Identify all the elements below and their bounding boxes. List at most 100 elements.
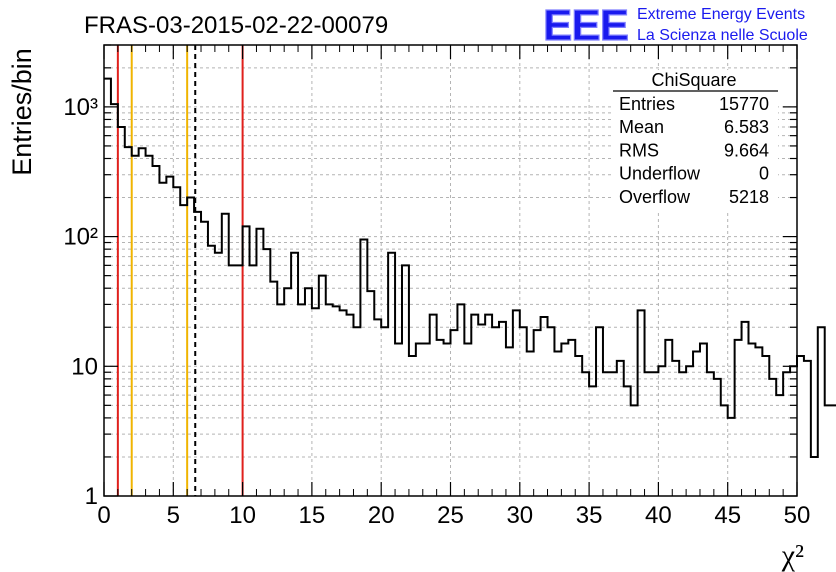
stats-box: ChiSquare Entries 15770 Mean 6.583 RMS 9.664 U… (613, 70, 778, 212)
histogram-bin (554, 352, 561, 496)
x-tick-label: 5 (167, 502, 180, 529)
histogram-bin (589, 386, 596, 496)
histogram-bin (381, 327, 388, 496)
chart-title: FRAS-03-2015-02-22-00079 (84, 12, 388, 39)
histogram-bin (645, 372, 652, 496)
histogram-bin (360, 239, 367, 496)
histogram-bin (284, 288, 291, 496)
x-axis-label: χ² (781, 539, 804, 572)
histogram-bin (395, 343, 402, 496)
histogram-bin (312, 308, 319, 496)
y-axis-label: Entries/bin (7, 48, 37, 176)
histogram-bin (464, 343, 471, 496)
logo-line-2: La Scienza nelle Scuole (637, 27, 808, 44)
histogram-bin (735, 340, 742, 496)
histogram-bin (402, 265, 409, 496)
histogram-bin (423, 343, 430, 496)
histogram-bin (125, 147, 132, 496)
stats-row-label: Underflow (619, 164, 701, 184)
histogram-bin (208, 246, 215, 496)
histogram-bin (651, 372, 658, 496)
histogram-bin (187, 198, 194, 496)
histogram-bin (769, 379, 776, 496)
histogram-bin (263, 249, 270, 496)
histogram-bin (153, 166, 160, 496)
histogram-bin (762, 356, 769, 496)
histogram-bin (194, 212, 201, 496)
logo-line-1: Extreme Energy Events (637, 6, 805, 23)
stats-row-label: Overflow (619, 187, 691, 207)
histogram-bin (222, 214, 229, 496)
histogram-bin (118, 127, 125, 496)
histogram-bin (256, 229, 263, 496)
histogram-bin (471, 315, 478, 496)
histogram-bin (714, 379, 721, 496)
histogram-bin (451, 330, 458, 496)
x-tick-label: 50 (784, 502, 811, 529)
stats-row-value: 9.664 (724, 140, 769, 160)
y-tick-labels: 1 10 10² 10³ (63, 94, 98, 510)
stats-row-value: 15770 (719, 94, 769, 114)
histogram-bin (506, 347, 513, 496)
histogram-bin (104, 79, 111, 496)
histogram-bin (596, 327, 603, 496)
histogram-series (104, 77, 836, 496)
histogram-bin (201, 222, 208, 496)
histogram-bin (548, 327, 555, 496)
histogram-bin (575, 356, 582, 496)
histogram-bin (638, 310, 645, 496)
stats-row-label: Mean (619, 117, 664, 137)
histogram-bin (665, 340, 672, 496)
histogram-bin (139, 148, 146, 496)
histogram-bin (409, 356, 416, 496)
x-tick-labels: 0 5 10 15 20 25 30 35 40 45 50 (97, 502, 810, 529)
histogram-bin (568, 340, 575, 496)
histogram-step-line (104, 77, 836, 458)
x-tick-label: 15 (299, 502, 326, 529)
histogram-bin (437, 340, 444, 496)
histogram-bin (243, 226, 250, 496)
x-tick-label: 40 (645, 502, 672, 529)
stats-row-label: Entries (619, 94, 675, 114)
histogram-bin (215, 253, 222, 496)
histogram-bin (797, 356, 804, 496)
histogram-bin (444, 343, 451, 496)
x-tick-label: 0 (97, 502, 110, 529)
histogram-bin (748, 343, 755, 496)
x-tick-label: 30 (506, 502, 533, 529)
stats-row-value: 0 (759, 164, 769, 184)
histogram-bin (603, 372, 610, 496)
histogram-bin (825, 405, 832, 496)
stats-row-label: RMS (619, 140, 659, 160)
histogram-bin (132, 156, 139, 496)
histogram-bin (832, 405, 836, 496)
histogram-bin (631, 405, 638, 496)
histogram-bin (229, 265, 236, 496)
histogram-bin (742, 322, 749, 496)
histogram-bin (693, 352, 700, 496)
histogram-bin (166, 177, 173, 496)
histogram-bin (270, 282, 277, 496)
histogram-bin (430, 315, 437, 496)
histogram-bin (374, 319, 381, 496)
y-tick-label: 10 (71, 353, 98, 380)
stats-row-value: 6.583 (724, 117, 769, 137)
histogram-bin (561, 343, 568, 496)
histogram-bin (492, 327, 499, 496)
histogram-bin (340, 310, 347, 496)
histogram-bin (617, 361, 624, 496)
histogram-bin (277, 304, 284, 496)
x-tick-label: 10 (229, 502, 256, 529)
histogram-bin (388, 253, 395, 496)
histogram-bin (485, 315, 492, 496)
axis-ticks (103, 44, 798, 497)
y-tick-label: 1 (85, 483, 98, 510)
histogram-bin (333, 306, 340, 496)
histogram-bin (783, 372, 790, 496)
histogram-bin (527, 352, 534, 496)
histogram-bin (319, 276, 326, 496)
histogram-bin (347, 315, 354, 496)
histogram-bin (291, 253, 298, 496)
histogram-bin (457, 304, 464, 496)
